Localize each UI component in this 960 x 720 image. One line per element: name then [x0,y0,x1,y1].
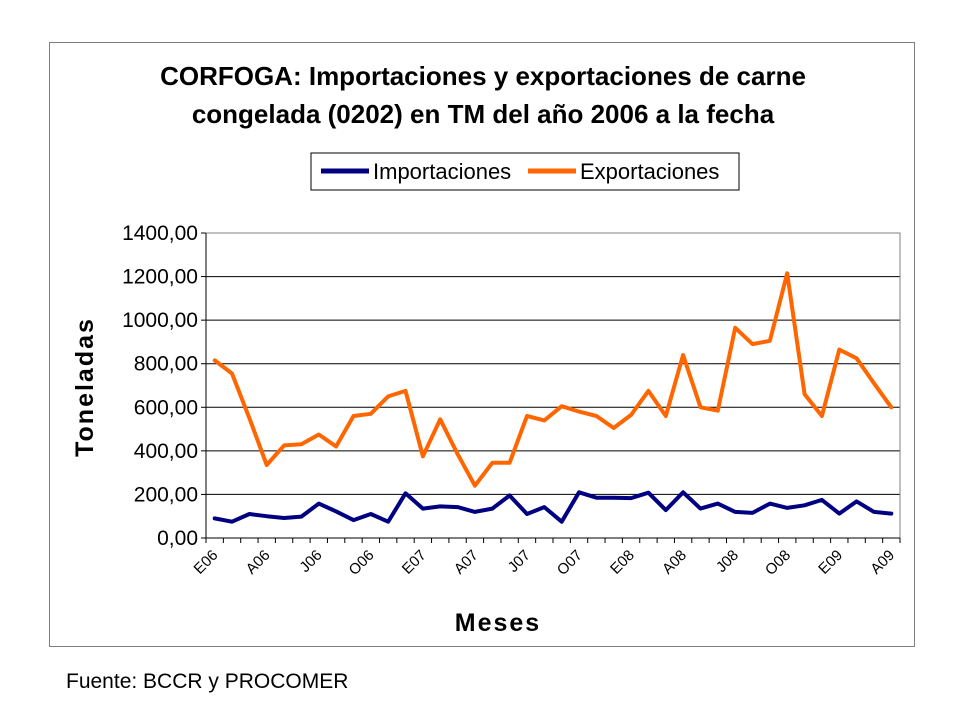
x-tick-label: J08 [713,547,742,576]
y-tick-label: 0,00 [157,527,198,550]
x-tick-label: O07 [554,547,586,579]
legend: Importaciones Exportaciones [310,152,740,191]
chart-frame: CORFOGA: Importaciones y exportaciones d… [49,42,915,647]
x-tick-label: E07 [399,547,430,578]
x-tick-label: A08 [659,547,690,578]
y-axis-label: Toneladas [71,317,99,457]
y-tick-label: 400,00 [134,440,198,463]
x-tick-label: A06 [243,547,274,578]
y-tick-label: 200,00 [134,483,198,506]
y-tick-label: 1200,00 [122,266,198,289]
x-tick-label: O08 [762,547,794,579]
series-line-importaciones [212,490,894,524]
x-tick-label: E09 [815,547,846,578]
source-note: Fuente: BCCR y PROCOMER [66,670,349,693]
plot-border [205,232,901,539]
y-tick-label: 1400,00 [122,222,198,245]
x-tick-label: O06 [346,547,378,579]
legend-box [310,152,740,191]
y-tick-label: 800,00 [134,353,198,376]
chart-title-line2: congelada (0202) en TM del año 2006 a la… [192,99,775,129]
x-tick-label: A09 [867,547,898,578]
x-tick-label: E08 [607,547,638,578]
legend-label-exportaciones: Exportaciones [580,159,719,184]
legend-label-importaciones: Importaciones [373,159,511,184]
chart-title-line1: CORFOGA: Importaciones y exportaciones d… [160,61,806,91]
y-tick-label: 600,00 [134,396,198,419]
y-tick-label: 1000,00 [122,309,198,332]
series-line-exportaciones [212,271,894,488]
x-axis-label: Meses [455,609,541,637]
x-tick-label: E06 [191,547,222,578]
plot-area: 0,00 200,00 400,00 600,00 800,00 1000,00 1200,… [122,222,901,579]
x-tick-label: J07 [505,547,534,576]
x-tick-label: A07 [451,547,482,578]
x-tick-label: J06 [296,547,325,576]
chart-svg: CORFOGA: Importaciones y exportaciones d… [71,61,901,637]
